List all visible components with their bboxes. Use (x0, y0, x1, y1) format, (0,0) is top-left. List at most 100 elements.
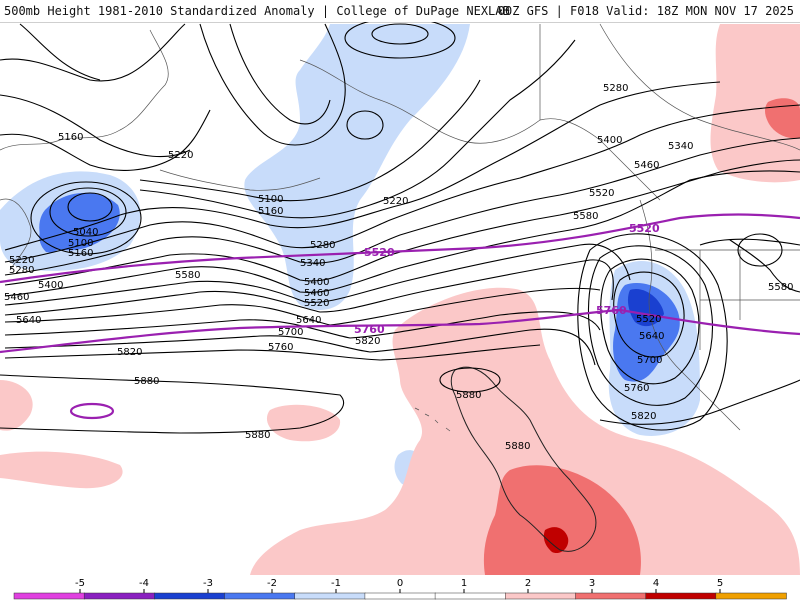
label-5100-mid: 5100 (258, 194, 283, 205)
west-coast (639, 199, 741, 431)
legend-tick-label: -3 (203, 578, 213, 589)
contour-upper-1 (0, 23, 186, 82)
legend-tick-label: -1 (331, 578, 341, 589)
label-5700-mid: 5700 (278, 327, 303, 338)
map-title: 500mb Height 1981-2010 Standardized Anom… (4, 4, 510, 18)
legend-bar (13, 592, 787, 600)
label-5700-e: 5700 (637, 355, 662, 366)
label-5760-mid: 5760 (268, 342, 293, 353)
contour-5220-mid (4, 81, 721, 251)
anomaly-color-legend: -5 -4 -3 -2 -1 0 1 2 3 4 5 (0, 575, 800, 600)
positive-anomaly-south-core (483, 465, 641, 575)
label-5880-hi2: 5880 (505, 441, 530, 452)
height-anomaly-map: 5160 5220 5040 5100 5160 5220 5280 5400 … (0, 22, 800, 575)
label-5280-w: 5280 (9, 265, 34, 276)
legend-swatch (294, 592, 366, 600)
legend-tick-label: -2 (267, 578, 277, 589)
contour-5100-mid (139, 79, 481, 202)
asia-coastline (0, 29, 169, 151)
contour-low-nw-3 (30, 181, 142, 255)
label-5880-s: 5880 (245, 430, 270, 441)
contour-5340-mid (4, 137, 800, 276)
contour-alaska-low-3 (346, 110, 384, 140)
contour-5700-mid (4, 311, 601, 339)
positive-anomaly-west-3 (0, 451, 123, 489)
label-5820-w: 5820 (117, 347, 142, 358)
height-contours (0, 22, 800, 434)
aleutian-chain (159, 169, 321, 191)
legend-swatch (83, 592, 156, 600)
positive-anomaly-west-2 (266, 404, 341, 442)
label-5520-ne: 5520 (589, 188, 614, 199)
contour-5220-nw (0, 94, 191, 158)
label-5160-low: 5160 (68, 248, 93, 259)
label-5520-mid: 5520 (304, 298, 329, 309)
legend-tick-label: 1 (461, 578, 467, 589)
label-5580-ne: 5580 (573, 211, 598, 222)
contour-upper-3 (199, 23, 346, 146)
climatology-labels: 5520 5760 5520 5760 (354, 222, 660, 336)
label-5640-mid: 5640 (296, 315, 321, 326)
legend-swatch (434, 592, 507, 600)
legend-swatch (575, 592, 647, 600)
contour-5880-hawaii (439, 367, 501, 393)
label-5520-e: 5520 (636, 314, 661, 325)
label-5040-low: 5040 (73, 227, 98, 238)
label-5580-mid: 5580 (175, 270, 200, 281)
contour-5520-mid (4, 243, 631, 306)
contour-5760-mid (4, 328, 596, 366)
contour-5460-mid (4, 170, 800, 297)
contour-5880-w (0, 374, 345, 434)
climo-label-5760: 5760 (354, 323, 385, 336)
hawaii-islands (414, 407, 451, 432)
kamchatka-coastline (0, 198, 32, 271)
label-5220-mid: 5220 (383, 196, 408, 207)
label-5640-e: 5640 (639, 331, 664, 342)
positive-anomaly-ne (710, 24, 800, 183)
climo-label-5520: 5520 (364, 246, 395, 259)
climo-small-loop (69, 402, 115, 420)
legend-swatch (645, 592, 717, 600)
contour-low-nw-2 (49, 187, 127, 237)
legend-tick-label: 5 (717, 578, 723, 589)
contour-alaska-low-2 (371, 23, 429, 45)
contour-ne-ridge (737, 233, 783, 267)
contour-east-low-1 (613, 271, 685, 358)
legend-swatch (715, 592, 787, 600)
contour-5820-mid (4, 344, 541, 361)
model-run-info: 00Z GFS | F018 Valid: 18Z MON NOV 17 202… (497, 4, 794, 18)
contour-east-low-4 (577, 233, 728, 431)
label-5220-nw: 5220 (168, 150, 193, 161)
legend-tick-label: 2 (525, 578, 531, 589)
label-5580-e: 5580 (768, 282, 793, 293)
contour-upper-4 (229, 23, 331, 125)
positive-anomaly-south (250, 287, 800, 575)
label-5280-ne: 5280 (603, 83, 628, 94)
label-5820-e: 5820 (631, 411, 656, 422)
climatology-lines (0, 213, 800, 420)
contour-east-ridge (599, 238, 800, 425)
label-5460-ne: 5460 (634, 160, 659, 171)
map-header: 500mb Height 1981-2010 Standardized Anom… (0, 0, 800, 23)
contour-alaska-low (344, 22, 456, 59)
label-5400-w: 5400 (38, 280, 63, 291)
contour-5280-mid (4, 104, 800, 263)
climo-label-5760-e: 5760 (596, 304, 627, 317)
contour-east-low-3 (587, 245, 714, 406)
legend-ticks: -5 -4 -3 -2 -1 0 1 2 3 4 5 (75, 578, 723, 593)
climo-5520-line (0, 213, 800, 284)
label-5460-mid: 5460 (304, 288, 329, 299)
legend-swatch (13, 592, 85, 600)
negative-anomaly-east-inner (627, 289, 664, 327)
legend-tick-label: 3 (589, 578, 595, 589)
label-5760-e: 5760 (624, 383, 649, 394)
positive-anomaly-south-max (543, 527, 569, 554)
label-5160-mid: 5160 (258, 206, 283, 217)
label-5400-mid: 5400 (304, 277, 329, 288)
negative-anomaly-mid (244, 24, 470, 310)
contour-labels: 5160 5220 5040 5100 5160 5220 5280 5400 … (4, 83, 793, 452)
legend-swatch (364, 592, 436, 600)
alaska-coastline (299, 59, 661, 201)
climo-label-5520-e: 5520 (629, 222, 660, 235)
label-5880-hi: 5880 (456, 390, 481, 401)
